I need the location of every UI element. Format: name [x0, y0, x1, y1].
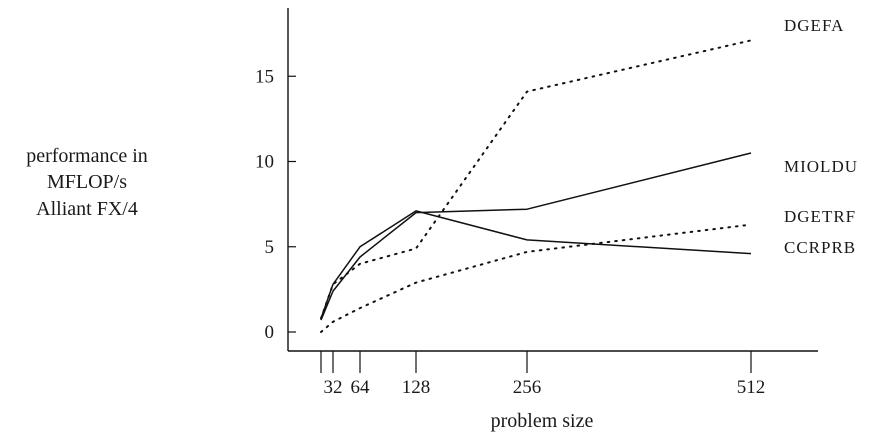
x-tick-label: 32: [324, 377, 343, 398]
y-axis-ticks: 0 5 10 15: [255, 66, 296, 343]
x-axis-ticks: 32 64 128 256 512: [320, 351, 766, 398]
y-axis-title-line-2: MFLOP/s: [47, 171, 127, 193]
series-line-ccrprb: [320, 210, 752, 319]
series-label-ccrprb: CCRPRB: [784, 238, 856, 257]
chart-axes: [287, 8, 818, 352]
y-tick-label: 5: [265, 237, 275, 258]
series-line-dgetrf: [320, 223, 752, 333]
series-label-dgetrf: DGETRF: [784, 207, 856, 226]
x-tick-label: 512: [737, 377, 766, 398]
x-tick-label: 128: [402, 377, 431, 398]
y-axis-title-line-1: performance in: [26, 145, 148, 167]
series-label-mioldu: MIOLDU: [784, 157, 858, 176]
y-tick-label: 0: [265, 322, 275, 343]
x-tick-label: 64: [351, 377, 371, 398]
y-tick-label: 10: [255, 152, 274, 173]
y-tick-label: 15: [255, 66, 274, 87]
x-tick-label: 256: [513, 377, 542, 398]
y-axis-title-line-3: Alliant FX/4: [36, 198, 138, 220]
x-axis-title: problem size: [491, 410, 594, 432]
series-labels: DGEFA MIOLDU DGETRF CCRPRB: [784, 16, 858, 257]
series-lines: [320, 39, 752, 333]
series-line-mioldu: [320, 152, 752, 321]
series-line-dgefa: [320, 39, 752, 320]
series-label-dgefa: DGEFA: [784, 16, 844, 35]
y-axis-title: performance in MFLOP/s Alliant FX/4: [26, 145, 148, 220]
